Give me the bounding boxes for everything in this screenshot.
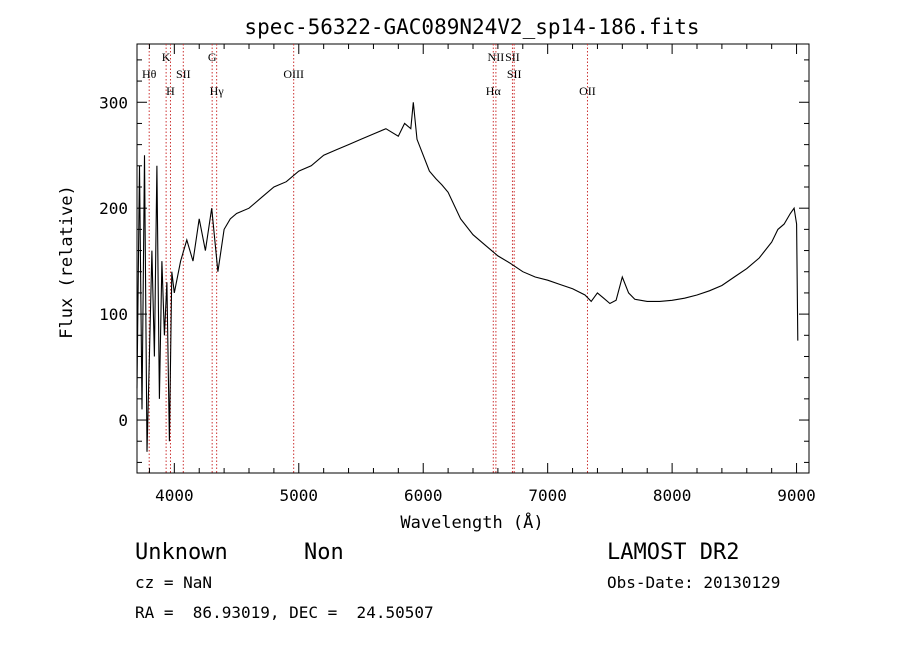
x-tick-label: 6000	[404, 486, 443, 505]
plot-frame	[136, 43, 810, 474]
y-tick-label: 300	[99, 93, 128, 112]
y-axis-ticks: 0 100 200 300	[99, 59, 809, 463]
x-axis-ticks: 4000 5000 6000 7000 8000 9000	[148, 44, 816, 505]
spectrum-series	[136, 102, 799, 452]
spectrum-line	[136, 102, 799, 452]
spectral-line-label: SII	[507, 67, 522, 81]
object-subtype: Non	[304, 540, 344, 565]
y-tick-label: 0	[118, 411, 128, 430]
y-tick-label: 200	[99, 199, 128, 218]
cz-value: cz = NaN	[135, 573, 212, 592]
x-tick-label: 4000	[155, 486, 194, 505]
spectral-line-label: Hα	[486, 84, 502, 98]
object-type: Unknown	[135, 540, 228, 565]
spectral-line-label: SII	[505, 50, 520, 64]
spectral-line-label: H	[166, 84, 175, 98]
spectral-line-label: OII	[579, 84, 596, 98]
spectral-line-label: NII	[488, 50, 505, 64]
chart-title: spec-56322-GAC089N24V2_sp14-186.fits	[244, 15, 699, 39]
spectral-line-label: OIII	[283, 67, 304, 81]
spectral-line-label: SII	[176, 67, 191, 81]
x-axis-label: Wavelength (Å)	[400, 511, 543, 533]
x-tick-label: 9000	[777, 486, 816, 505]
spectral-line-markers	[148, 44, 588, 473]
spectral-line-label: G	[208, 50, 217, 64]
spectral-line-label: K	[162, 50, 171, 64]
spectral-line-label: Hγ	[210, 84, 225, 98]
x-tick-label: 7000	[528, 486, 567, 505]
spectral-line-label: Hθ	[142, 67, 157, 81]
y-axis-label: Flux (relative)	[57, 185, 77, 339]
y-tick-label: 100	[99, 305, 128, 324]
obs-date: Obs-Date: 20130129	[607, 573, 780, 592]
x-tick-label: 5000	[280, 486, 319, 505]
survey-name: LAMOST DR2	[607, 540, 739, 565]
ra-dec-coords: RA = 86.93019, DEC = 24.50507	[135, 603, 434, 622]
x-tick-label: 8000	[653, 486, 692, 505]
plot-area-border	[136, 43, 810, 474]
